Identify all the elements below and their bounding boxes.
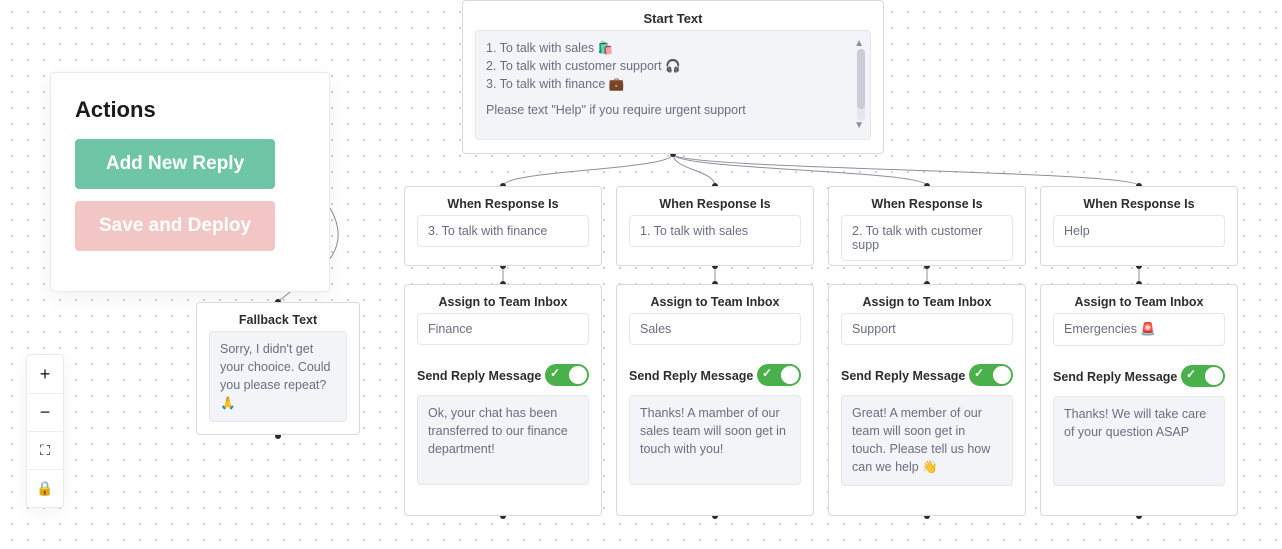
lock-icon: 🔒 [36,480,53,497]
start-title: Start Text [463,1,883,30]
lock-button[interactable]: 🔒 [27,469,63,507]
flow-canvas[interactable]: Actions Add New Reply Save and Deploy + … [0,0,1282,549]
assign-title-1: Assign to Team Inbox [405,285,601,313]
send-reply-toggle-4[interactable]: ✓ [1181,365,1225,387]
assign-node-3[interactable]: Assign to Team Inbox Support Send Reply … [828,284,1026,516]
check-icon: ✓ [762,366,772,380]
send-reply-label-1: Send Reply Message [417,369,541,383]
reply-body-2[interactable]: Thanks! A mamber of our sales team will … [629,395,801,485]
reply-body-1[interactable]: Ok, your chat has been transferred to ou… [417,395,589,485]
when-title-1: When Response Is [405,187,601,215]
send-reply-toggle-2[interactable]: ✓ [757,364,801,386]
zoom-out-button[interactable]: − [27,393,63,431]
check-icon: ✓ [550,366,560,380]
assign-node-4[interactable]: Assign to Team Inbox Emergencies 🚨 Send … [1040,284,1238,516]
assign-value-1[interactable]: Finance [417,313,589,345]
when-value-1[interactable]: 3. To talk with finance [417,215,589,247]
send-reply-label-3: Send Reply Message [841,369,965,383]
zoom-in-button[interactable]: + [27,355,63,393]
fallback-title: Fallback Text [197,303,359,331]
add-new-reply-button[interactable]: Add New Reply [75,139,275,189]
start-line2: 2. To talk with customer support 🎧 [486,57,860,75]
when-response-node-3[interactable]: When Response Is 2. To talk with custome… [828,186,1026,266]
assign-title-3: Assign to Team Inbox [829,285,1025,313]
when-response-node-4[interactable]: When Response Is Help [1040,186,1238,266]
reply-body-4[interactable]: Thanks! We will take care of your questi… [1053,396,1225,486]
when-value-4[interactable]: Help [1053,215,1225,247]
assign-node-1[interactable]: Assign to Team Inbox Finance Send Reply … [404,284,602,516]
send-reply-label-4: Send Reply Message [1053,370,1177,384]
assign-node-2[interactable]: Assign to Team Inbox Sales Send Reply Me… [616,284,814,516]
start-line1: 1. To talk with sales 🛍️ [486,39,860,57]
save-and-deploy-button[interactable]: Save and Deploy [75,201,275,251]
fullscreen-icon: ⛶ [40,442,50,459]
assign-value-2[interactable]: Sales [629,313,801,345]
when-title-2: When Response Is [617,187,813,215]
assign-value-4[interactable]: Emergencies 🚨 [1053,313,1225,346]
assign-title-4: Assign to Team Inbox [1041,285,1237,313]
fit-screen-button[interactable]: ⛶ [27,431,63,469]
zoom-toolbar: + − ⛶ 🔒 [26,354,64,508]
check-icon: ✓ [1186,367,1196,381]
actions-title: Actions [75,97,305,123]
scrollbar-thumb[interactable] [857,49,865,109]
when-response-node-1[interactable]: When Response Is 3. To talk with finance [404,186,602,266]
start-text-node[interactable]: Start Text 1. To talk with sales 🛍️ 2. T… [462,0,884,154]
start-line3: 3. To talk with finance 💼 [486,75,860,93]
minus-icon: − [40,402,51,423]
actions-panel: Actions Add New Reply Save and Deploy [50,72,330,292]
scroll-down-icon[interactable]: ▼ [854,119,864,134]
start-help: Please text "Help" if you require urgent… [486,101,860,119]
when-title-4: When Response Is [1041,187,1237,215]
when-value-2[interactable]: 1. To talk with sales [629,215,801,247]
plus-icon: + [40,364,51,385]
when-response-node-2[interactable]: When Response Is 1. To talk with sales [616,186,814,266]
send-reply-toggle-3[interactable]: ✓ [969,364,1013,386]
fallback-body[interactable]: Sorry, I didn't get your chooice. Could … [209,331,347,422]
fallback-node[interactable]: Fallback Text Sorry, I didn't get your c… [196,302,360,435]
assign-title-2: Assign to Team Inbox [617,285,813,313]
start-text-body[interactable]: 1. To talk with sales 🛍️ 2. To talk with… [475,30,871,140]
assign-value-3[interactable]: Support [841,313,1013,345]
reply-body-3[interactable]: Great! A member of our team will soon ge… [841,395,1013,486]
check-icon: ✓ [974,366,984,380]
send-reply-label-2: Send Reply Message [629,369,753,383]
when-value-3[interactable]: 2. To talk with customer supp [841,215,1013,261]
send-reply-toggle-1[interactable]: ✓ [545,364,589,386]
when-title-3: When Response Is [829,187,1025,215]
